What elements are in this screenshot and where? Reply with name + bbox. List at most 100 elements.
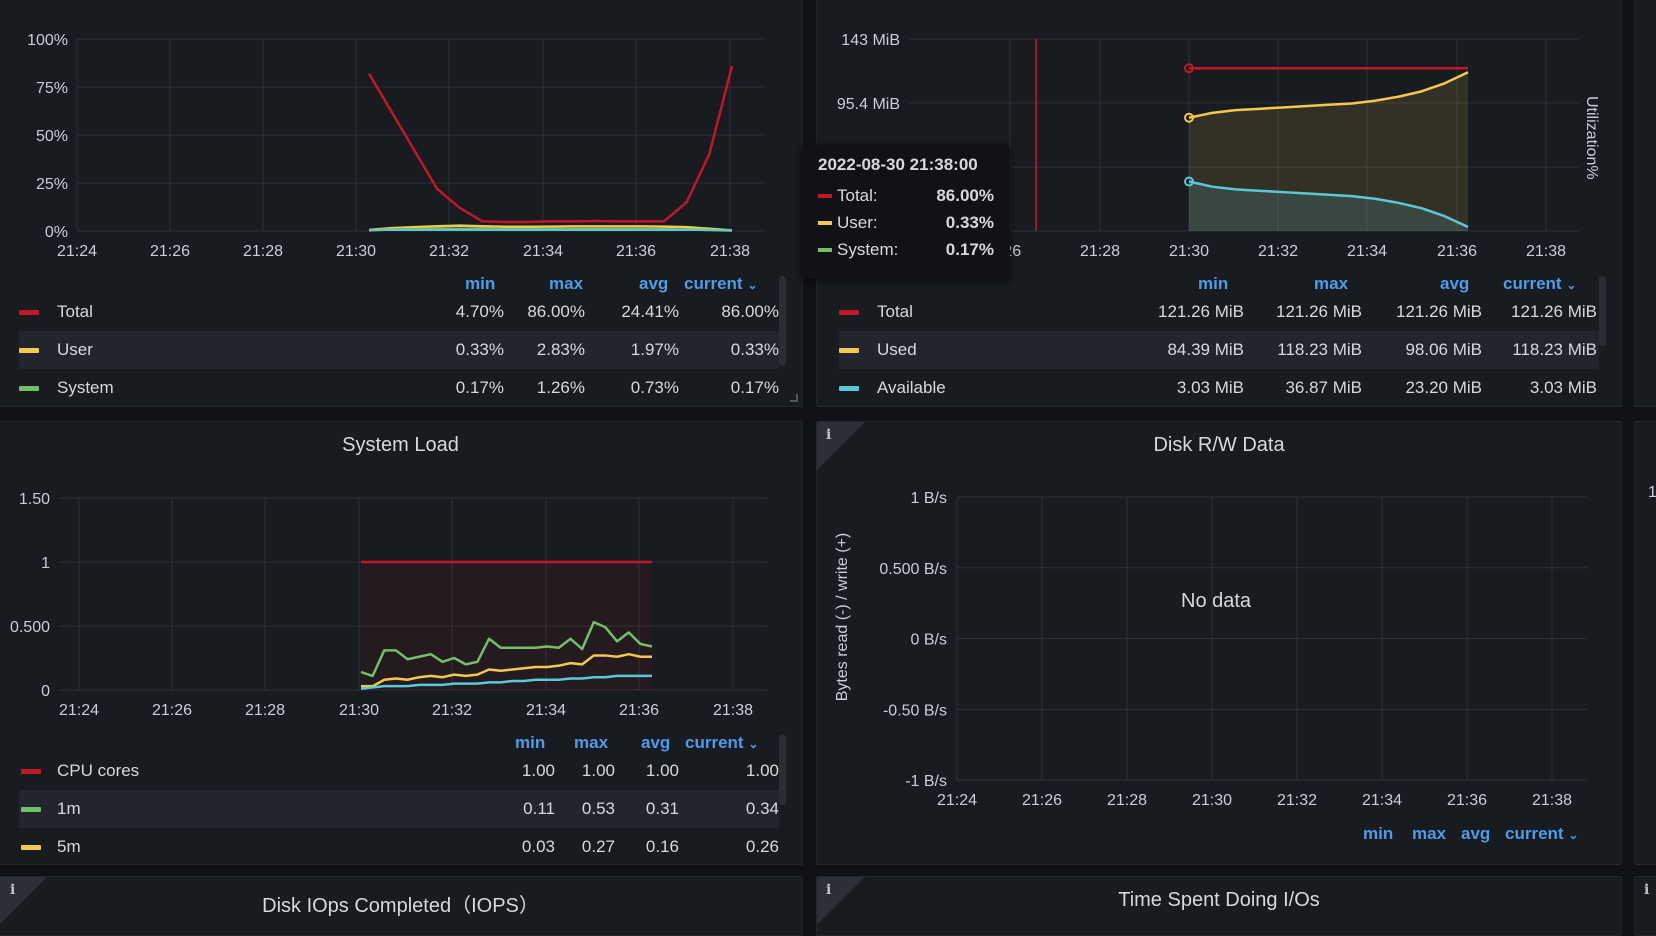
legend-row-total[interactable]: Total 4.70% 86.00% 24.41% 86.00% xyxy=(19,293,779,331)
series-swatch xyxy=(818,221,832,225)
x-tick-label: 21:38 xyxy=(1526,243,1566,259)
legend-row-5m[interactable]: 5m 0.03 0.27 0.16 0.26 xyxy=(19,828,779,864)
legend-scrollbar[interactable] xyxy=(779,276,786,366)
tooltip-row-total: Total: 86.00% xyxy=(818,184,994,208)
legend-row-user[interactable]: User 0.33% 2.83% 1.97% 0.33% xyxy=(19,331,779,369)
x-tick-label: 21:26 xyxy=(152,702,192,719)
series-swatch xyxy=(839,310,859,315)
system-load-panel: System Load 0 0.500 1 1.50 21:24 21:26 21:28 21… xyxy=(0,421,803,865)
legend-header-min[interactable]: min xyxy=(1198,274,1229,293)
chevron-down-icon: ⌄ xyxy=(1568,828,1579,842)
tooltip-time: 2022-08-30 21:38:00 xyxy=(818,155,978,174)
series-line-1m xyxy=(360,620,653,678)
cpu-panel: 0% 25% 50% 75% 100% 21:24 21:26 21:28 21:30 21:32… xyxy=(0,0,803,407)
x-tick-label: 21:24 xyxy=(937,792,977,809)
y-tick-label: 0% xyxy=(45,224,68,241)
legend-scrollbar[interactable] xyxy=(779,735,786,805)
x-tick-label: 21:32 xyxy=(429,243,469,259)
legend-header-max[interactable]: max xyxy=(549,274,584,293)
legend-row-cpu-cores[interactable]: CPU cores 1.00 1.00 1.00 1.00 xyxy=(19,752,779,790)
x-tick-label: 21:30 xyxy=(336,243,376,259)
cpu-legend: min max avg current ⌄ Total 4.70% 86.00%… xyxy=(0,274,802,397)
series-swatch xyxy=(19,386,39,391)
x-tick-label: 21:28 xyxy=(243,243,283,259)
legend-scrollbar[interactable] xyxy=(1599,276,1606,346)
y-tick-label: 0 B/s xyxy=(911,632,947,649)
disk-iops-panel: i Disk IOps Completed（IOPS） xyxy=(0,876,803,936)
series-swatch xyxy=(21,769,41,774)
legend-row-total[interactable]: Total 121.26 MiB 121.26 MiB 121.26 MiB 1… xyxy=(839,293,1599,331)
x-tick-label: 21:28 xyxy=(245,702,285,719)
panel-title[interactable]: System Load xyxy=(342,434,459,456)
chart-tooltip: 2022-08-30 21:38:00 Total: 86.00% User: … xyxy=(802,145,1010,279)
y-tick-label: 100% xyxy=(27,32,68,49)
x-tick-label: 21:28 xyxy=(1080,243,1120,259)
info-icon[interactable]: i xyxy=(10,882,16,898)
x-tick-label: 21:24 xyxy=(57,243,97,259)
legend-header-min[interactable]: min xyxy=(465,274,496,293)
y-tick-label: 0.500 B/s xyxy=(879,561,947,578)
legend-header-current[interactable]: current ⌄ xyxy=(684,274,758,293)
panel-title[interactable]: Disk IOps Completed（IOPS） xyxy=(262,895,539,917)
panel-title[interactable]: Time Spent Doing I/Os xyxy=(1118,889,1320,911)
x-tick-label: 21:38 xyxy=(1532,792,1572,809)
legend-header-min[interactable]: min xyxy=(1363,824,1394,843)
series-line-user xyxy=(368,224,733,232)
system-load-chart: 0 0.500 1 1.50 21:24 21:26 21:28 21:30 21:32 21:3… xyxy=(10,491,767,719)
legend-header-avg[interactable]: avg xyxy=(1440,274,1470,293)
legend-header-max[interactable]: max xyxy=(1412,824,1447,843)
series-point-marker xyxy=(1184,176,1194,187)
io-time-panel: i Time Spent Doing I/Os xyxy=(816,876,1622,936)
info-icon[interactable]: i xyxy=(826,882,832,898)
info-icon[interactable]: i xyxy=(826,427,832,443)
disk-rw-legend: min max avg current ⌄ xyxy=(817,824,1621,854)
y-tick-label: 1 xyxy=(41,555,50,572)
x-tick-label: 21:30 xyxy=(1169,243,1209,259)
x-tick-label: 21:36 xyxy=(1437,243,1477,259)
y-tick-label: 75% xyxy=(36,80,68,97)
info-corner xyxy=(817,422,865,470)
legend-header-max[interactable]: max xyxy=(1314,274,1349,293)
disk-rw-panel: i Disk R/W Data 1 B/s 0.500 B/s 0 B/s -0.50… xyxy=(816,421,1622,865)
x-tick-label: 21:30 xyxy=(1192,792,1232,809)
right-edge-tick: 1 xyxy=(1648,484,1656,502)
series-line-5m xyxy=(361,652,652,688)
series-point-marker xyxy=(1184,112,1194,123)
legend-row-used[interactable]: Used 84.39 MiB 118.23 MiB 98.06 MiB 118.… xyxy=(839,331,1599,369)
tooltip-row-user: User: 0.33% xyxy=(818,211,994,235)
y-tick-label: 50% xyxy=(36,128,68,145)
y-tick-label: 25% xyxy=(36,176,68,193)
series-swatch xyxy=(19,348,39,353)
series-point-marker xyxy=(1184,63,1194,74)
y-tick-label: 0 xyxy=(41,683,50,700)
y-tick-label: -0.50 B/s xyxy=(883,702,947,719)
chevron-down-icon: ⌄ xyxy=(1566,278,1577,292)
x-tick-label: 21:36 xyxy=(1447,792,1487,809)
legend-header-current[interactable]: current ⌄ xyxy=(1505,824,1579,843)
panel-title[interactable]: Disk R/W Data xyxy=(1153,434,1285,456)
x-tick-label: 21:26 xyxy=(150,243,190,259)
y-tick-label: 95.4 MiB xyxy=(837,96,900,113)
legend-row-system[interactable]: System 0.17% 1.26% 0.73% 0.17% xyxy=(19,369,779,406)
legend-header-current[interactable]: current ⌄ xyxy=(685,733,759,752)
legend-header-min[interactable]: min xyxy=(515,733,546,752)
series-line-15m xyxy=(360,674,652,690)
cpu-chart: 0% 25% 50% 75% 100% 21:24 21:26 21:28 21:30 21:32… xyxy=(27,32,766,259)
legend-header-avg[interactable]: avg xyxy=(641,733,671,752)
y-tick-label: 143 MiB xyxy=(841,32,900,49)
series-swatch xyxy=(21,807,41,812)
legend-row-available[interactable]: Available 3.03 MiB 36.87 MiB 23.20 MiB 3… xyxy=(839,369,1599,406)
series-swatch xyxy=(839,348,859,353)
chevron-down-icon: ⌄ xyxy=(747,278,758,292)
legend-header-max[interactable]: max xyxy=(574,733,609,752)
legend-header-avg[interactable]: avg xyxy=(639,274,669,293)
resize-handle-icon[interactable] xyxy=(790,394,798,402)
legend-header-current[interactable]: current ⌄ xyxy=(1503,274,1577,293)
y-axis-label: Bytes read (-) / write (+) xyxy=(834,533,851,701)
legend-header-avg[interactable]: avg xyxy=(1461,824,1491,843)
series-swatch xyxy=(818,248,832,252)
legend-row-1m[interactable]: 1m 0.11 0.53 0.31 0.34 xyxy=(19,790,779,828)
series-area-available xyxy=(1189,181,1468,231)
info-icon[interactable]: i xyxy=(1644,882,1650,898)
series-swatch xyxy=(19,310,39,315)
